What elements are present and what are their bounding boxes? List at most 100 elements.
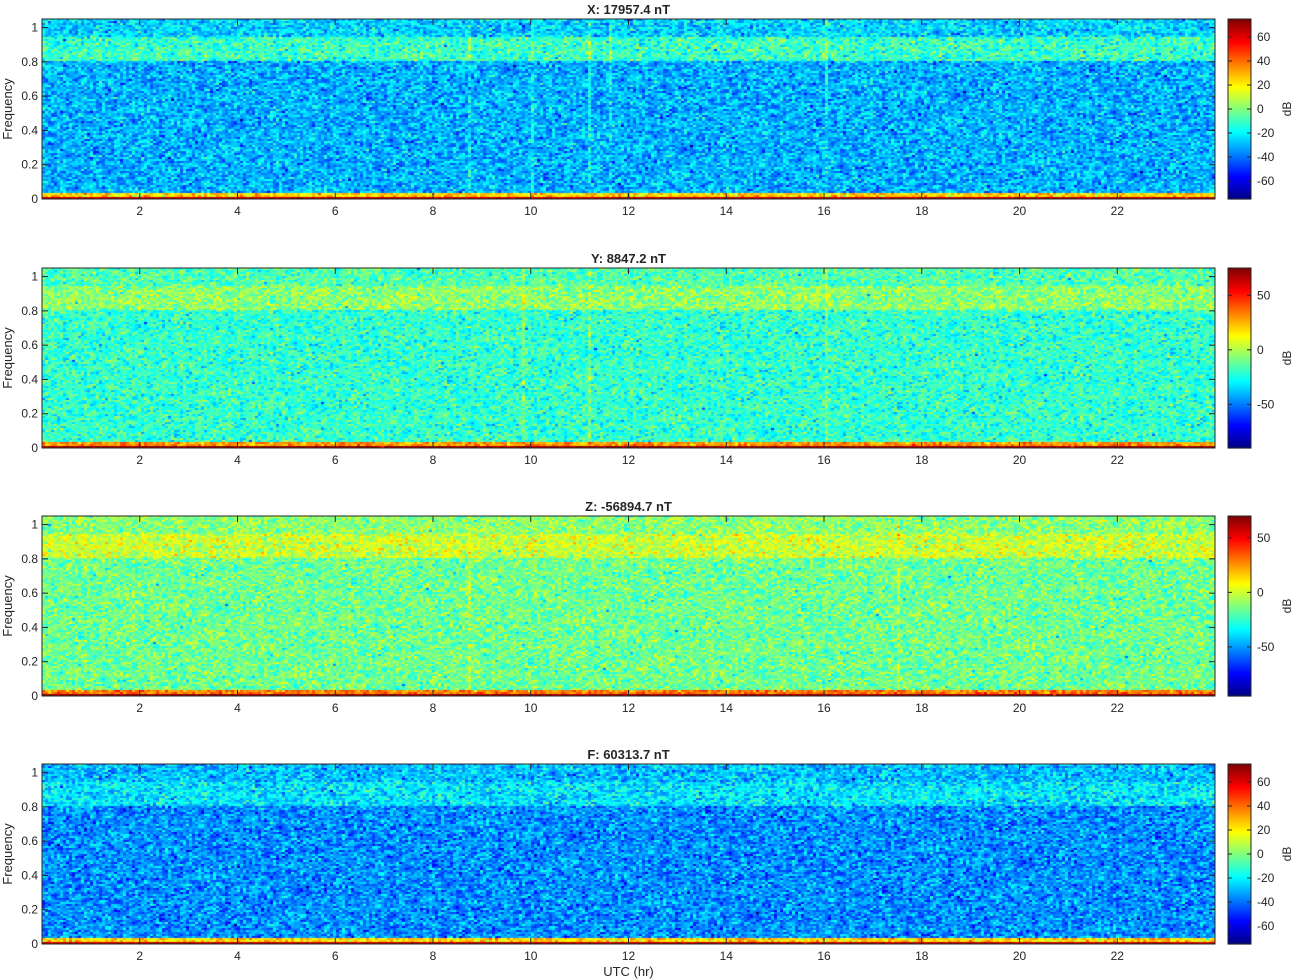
colorbar-segment bbox=[1228, 59, 1251, 62]
colorbar-segment bbox=[1228, 31, 1251, 34]
colorbar-segment bbox=[1228, 920, 1251, 923]
colorbar-segment bbox=[1228, 818, 1251, 821]
colorbar-segment bbox=[1228, 280, 1251, 283]
colorbar-segment bbox=[1228, 692, 1251, 695]
colorbar-segment bbox=[1228, 586, 1251, 589]
colorbar-tick-label: -50 bbox=[1257, 640, 1275, 654]
colorbar-segment bbox=[1228, 796, 1251, 799]
colorbar-segment bbox=[1228, 65, 1251, 68]
colorbar-tick-label: 20 bbox=[1257, 78, 1271, 92]
colorbar-segment bbox=[1228, 764, 1251, 767]
heatmap-image bbox=[42, 268, 1215, 448]
x-tick-label: 10 bbox=[524, 701, 538, 715]
colorbar-segment bbox=[1228, 918, 1251, 921]
y-tick-label: 1 bbox=[31, 518, 38, 532]
heatmap-image bbox=[42, 19, 1215, 199]
colorbar-segment bbox=[1228, 842, 1251, 845]
colorbar-segment bbox=[1228, 324, 1251, 327]
colorbar-segment bbox=[1228, 620, 1251, 623]
colorbar-segment bbox=[1228, 95, 1251, 98]
colorbar-segment bbox=[1228, 336, 1251, 339]
colorbar-segment bbox=[1228, 177, 1251, 180]
colorbar-segment bbox=[1228, 930, 1251, 933]
colorbar-segment bbox=[1228, 848, 1251, 851]
colorbar-segment bbox=[1228, 576, 1251, 579]
colorbar-segment bbox=[1228, 670, 1251, 673]
y-tick-label: 0.8 bbox=[21, 304, 38, 318]
colorbar-tick-label: 0 bbox=[1257, 847, 1264, 861]
colorbar-segment bbox=[1228, 408, 1251, 411]
y-tick-label: 0.4 bbox=[21, 868, 38, 882]
x-tick-label: 10 bbox=[524, 204, 538, 218]
x-tick-label: 20 bbox=[1013, 204, 1027, 218]
colorbar-segment bbox=[1228, 191, 1251, 194]
colorbar-segment bbox=[1228, 312, 1251, 315]
colorbar-segment bbox=[1228, 378, 1251, 381]
colorbar-segment bbox=[1228, 672, 1251, 675]
colorbar-segment bbox=[1228, 782, 1251, 785]
colorbar-segment bbox=[1228, 322, 1251, 325]
colorbar-segment bbox=[1228, 195, 1251, 198]
colorbar-segment bbox=[1228, 366, 1251, 369]
colorbar-segment bbox=[1228, 121, 1251, 124]
colorbar-segment bbox=[1228, 680, 1251, 683]
colorbar-segment bbox=[1228, 872, 1251, 875]
colorbar-segment bbox=[1228, 135, 1251, 138]
y-axis-label: Frequency bbox=[0, 575, 15, 637]
colorbar-segment bbox=[1228, 141, 1251, 144]
colorbar-tick-label: -40 bbox=[1257, 150, 1275, 164]
colorbar-segment bbox=[1228, 618, 1251, 621]
colorbar-segment bbox=[1228, 296, 1251, 299]
colorbar-segment bbox=[1228, 278, 1251, 281]
colorbar-segment bbox=[1228, 41, 1251, 44]
colorbar-label: dB bbox=[1280, 599, 1294, 614]
colorbar: -50 0 50 dB bbox=[1227, 267, 1294, 449]
colorbar-segment bbox=[1228, 928, 1251, 931]
y-tick-label: 0 bbox=[31, 192, 38, 206]
x-tick-label: 6 bbox=[332, 204, 339, 218]
colorbar-segment bbox=[1228, 590, 1251, 593]
colorbar-segment bbox=[1228, 183, 1251, 186]
x-tick-label: 2 bbox=[136, 701, 143, 715]
x-tick-label: 6 bbox=[332, 453, 339, 467]
colorbar-segment bbox=[1228, 318, 1251, 321]
colorbar-segment bbox=[1228, 570, 1251, 573]
colorbar-segment bbox=[1228, 648, 1251, 651]
colorbar-tick-label: 40 bbox=[1257, 54, 1271, 68]
colorbar-segment bbox=[1228, 139, 1251, 142]
colorbar-segment bbox=[1228, 396, 1251, 399]
colorbar-segment bbox=[1228, 822, 1251, 825]
colorbar-segment bbox=[1228, 786, 1251, 789]
colorbar-box bbox=[1227, 515, 1252, 697]
colorbar-segment bbox=[1228, 167, 1251, 170]
colorbar-segment bbox=[1228, 516, 1251, 519]
colorbar-segment bbox=[1228, 181, 1251, 184]
colorbar-segment bbox=[1228, 406, 1251, 409]
colorbar-segment bbox=[1228, 780, 1251, 783]
colorbar-segment bbox=[1228, 560, 1251, 563]
colorbar-segment bbox=[1228, 428, 1251, 431]
y-tick-label: 1 bbox=[31, 21, 38, 35]
colorbar-segment bbox=[1228, 350, 1251, 353]
colorbar-segment bbox=[1228, 298, 1251, 301]
colorbar-segment bbox=[1228, 660, 1251, 663]
colorbar-label: dB bbox=[1280, 847, 1294, 862]
colorbar-segment bbox=[1228, 540, 1251, 543]
x-tick-label: 2 bbox=[136, 949, 143, 963]
x-tick-label: 2 bbox=[136, 453, 143, 467]
x-tick-label: 8 bbox=[430, 453, 437, 467]
colorbar-segment bbox=[1228, 21, 1251, 24]
colorbar-segment bbox=[1228, 412, 1251, 415]
colorbar-segment bbox=[1228, 816, 1251, 819]
colorbar-tick-label: 0 bbox=[1257, 343, 1264, 357]
colorbar-segment bbox=[1228, 936, 1251, 939]
colorbar-segment bbox=[1228, 197, 1251, 200]
panel-2: Z: -56894.7 nT2 4 6 8 10 12 14 16 18 20 2200.20.40… bbox=[0, 499, 1294, 715]
y-tick-label: 0.2 bbox=[21, 903, 38, 917]
colorbar-segment bbox=[1228, 91, 1251, 94]
colorbar-segment bbox=[1228, 342, 1251, 345]
colorbar-segment bbox=[1228, 828, 1251, 831]
colorbar-segment bbox=[1228, 432, 1251, 435]
colorbar-segment bbox=[1228, 109, 1251, 112]
colorbar-segment bbox=[1228, 438, 1251, 441]
